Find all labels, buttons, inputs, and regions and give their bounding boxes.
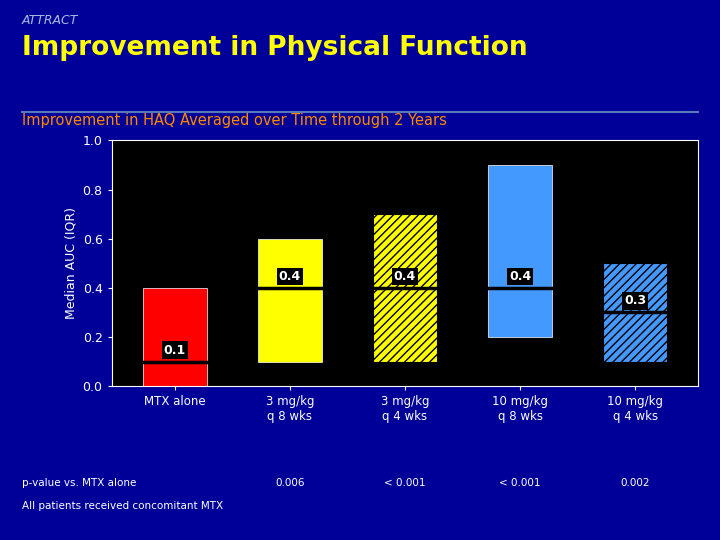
Text: ATTRACT: ATTRACT [22,14,78,26]
Text: 0.4: 0.4 [394,270,416,283]
Text: < 0.001: < 0.001 [499,478,541,488]
Bar [143,288,207,386]
Text: 0.3: 0.3 [624,294,646,307]
Text: Improvement in HAQ Averaged over Time through 2 Years: Improvement in HAQ Averaged over Time th… [22,113,446,129]
Text: 0.006: 0.006 [275,478,305,488]
Text: 0.4: 0.4 [279,270,301,283]
Text: p-value vs. MTX alone: p-value vs. MTX alone [22,478,136,488]
Bar [374,214,436,362]
Bar [603,263,667,362]
Text: Improvement in Physical Function: Improvement in Physical Function [22,35,527,61]
Text: 0.4: 0.4 [509,270,531,283]
Text: 0.002: 0.002 [621,478,650,488]
Bar [374,214,436,362]
Bar [258,239,322,362]
Bar [488,165,552,337]
Bar [603,263,667,362]
Text: All patients received concomitant MTX: All patients received concomitant MTX [22,501,222,511]
Text: < 0.001: < 0.001 [384,478,426,488]
Text: 0.1: 0.1 [163,343,186,356]
Y-axis label: Median AUC (IQR): Median AUC (IQR) [64,207,77,319]
